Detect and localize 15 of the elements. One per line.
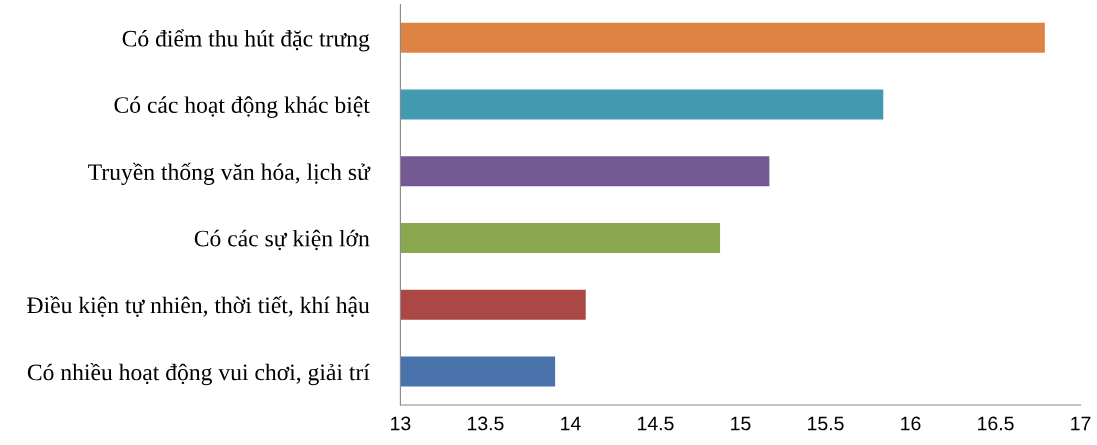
x-tick-label: 15.5: [808, 416, 844, 431]
x-tick-label: 17: [1071, 416, 1091, 431]
y-tick-label: Có các sự kiện lớn: [194, 229, 370, 251]
x-tick-label: 16: [901, 416, 921, 431]
y-tick-label: Có nhiều hoạt động vui chơi, giải trí: [27, 363, 370, 386]
x-tick-label: 16.5: [978, 416, 1014, 431]
y-tick-label: Điều kiện tự nhiên, thời tiết, khí hậu: [27, 295, 370, 317]
x-tick-label: 14: [561, 416, 581, 431]
y-tick-label: Có điểm thu hút đặc trưng: [122, 29, 370, 52]
x-tick-label: 13: [391, 416, 411, 431]
y-tick-label: Truyền thống văn hóa, lịch sử: [88, 162, 371, 185]
y-tick-label: Có các hoạt động khác biệt: [114, 96, 370, 118]
x-tick-label: 13.5: [467, 416, 504, 431]
x-tick-label: 14.5: [638, 416, 674, 431]
x-tick-label: 15: [731, 416, 751, 431]
